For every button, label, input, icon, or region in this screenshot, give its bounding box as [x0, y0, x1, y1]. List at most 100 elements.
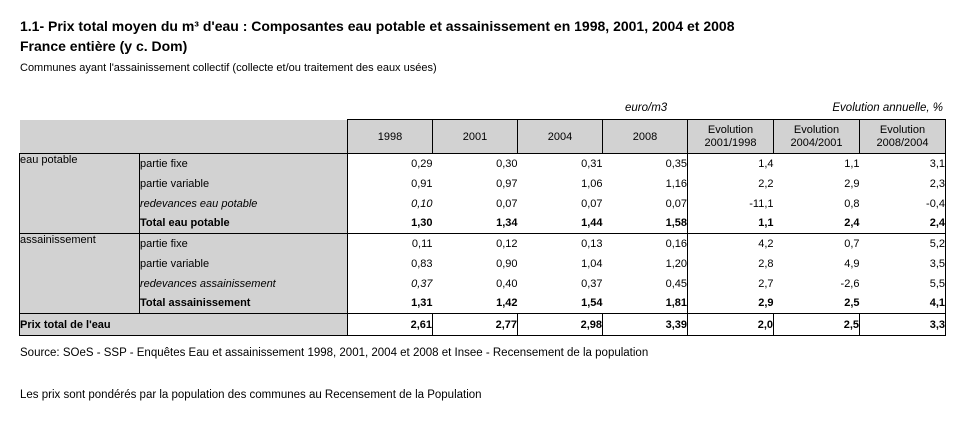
total-value-cell: 2,77	[432, 313, 518, 336]
corner-cell	[19, 119, 348, 154]
group-label-eau-potable: eau potable	[19, 153, 140, 234]
value-cell: 0,37	[581, 277, 603, 290]
evolution-header-line1: Evolution	[793, 123, 840, 136]
value-cell: 0,16	[602, 233, 688, 254]
evolution-header-line2: 2008/2004	[876, 136, 929, 149]
row-label: redevances assainissement	[139, 273, 348, 294]
evolution-header-line1: Evolution	[879, 123, 926, 136]
table-row-eau-potable-partie-variable: partie variable 0,91 0,97 1,06 1,16 2,2 …	[20, 173, 946, 194]
value-cell: 1,31	[347, 293, 433, 314]
value-cell: 0,30	[432, 153, 518, 174]
table-row-assainissement-partie-variable: partie variable 0,83 0,90 1,04 1,20 2,8 …	[20, 253, 946, 274]
value-cell: 0,91	[411, 177, 433, 190]
table-row-redevances-eau-potable: redevances eau potable 0,10 0,07 0,07 0,…	[20, 193, 946, 214]
group-label-assainissement: assainissement	[19, 233, 140, 314]
total-value-cell: 2,98	[517, 313, 603, 336]
col-header-2008: 2008	[602, 119, 688, 154]
value-cell: 0,12	[432, 233, 518, 254]
value-cell: 1,81	[602, 293, 688, 314]
value-cell: 1,16	[665, 177, 687, 190]
row-label: partie variable	[139, 253, 348, 274]
value-cell: 5,2	[859, 233, 946, 254]
table-row-total-assainissement: Total assainissement 1,31 1,42 1,54 1,81…	[20, 293, 946, 314]
row-label: partie variable	[139, 173, 348, 194]
row-label: Total assainissement	[139, 293, 348, 314]
total-value-cell: 3,39	[602, 313, 688, 336]
title-line-2: France entière (y c. Dom)	[20, 38, 188, 54]
value-cell: 2,8	[687, 253, 774, 274]
unit-label-euro-per-m3: euro/m3	[625, 102, 668, 114]
value-cell: 1,06	[581, 177, 603, 190]
value-cell: 2,4	[859, 213, 946, 234]
value-cell: 2,9	[844, 177, 860, 190]
value-cell: 1,1	[687, 213, 774, 234]
evolution-header-line1: Evolution	[707, 123, 754, 136]
total-value-cell: 2,0	[687, 313, 774, 336]
value-cell: 1,4	[687, 153, 774, 174]
value-cell: 0,90	[496, 257, 518, 270]
value-cell: 2,3	[859, 173, 946, 194]
value-cell: 0,37	[411, 277, 433, 290]
table-row-prix-total: Prix total de l'eau 2,61 2,77 2,98 3,39 …	[19, 313, 946, 336]
value-cell: 1,34	[432, 213, 518, 234]
col-header-2001: 2001	[432, 119, 518, 154]
evolution-header-line2: 2004/2001	[790, 136, 843, 149]
value-cell: 0,13	[517, 233, 603, 254]
value-cell: 1,54	[517, 293, 603, 314]
value-cell: 2,9	[687, 293, 774, 314]
value-cell: 2,2	[687, 173, 774, 194]
value-cell: 0,11	[347, 233, 433, 254]
value-cell: 0,8	[844, 197, 860, 210]
unit-label-evolution-annuelle: Evolution annuelle, %	[832, 102, 943, 114]
value-cell: 0,07	[665, 197, 687, 210]
col-header-evolution-2004-2001: Evolution 2004/2001	[773, 119, 860, 154]
value-cell: 0,29	[347, 153, 433, 174]
value-cell: 5,5	[859, 273, 946, 294]
value-cell: 1,1	[773, 153, 860, 174]
value-cell: 1,04	[581, 257, 603, 270]
value-cell: 1,44	[517, 213, 603, 234]
value-cell: 0,07	[496, 197, 518, 210]
value-cell: 0,40	[496, 277, 518, 290]
value-cell: 1,20	[665, 257, 687, 270]
value-cell: -0,4	[859, 193, 946, 214]
value-cell: 4,2	[687, 233, 774, 254]
col-header-2004: 2004	[517, 119, 603, 154]
source-line: Source: SOeS - SSP - Enquêtes Eau et ass…	[20, 347, 649, 359]
value-cell: 4,9	[844, 257, 860, 270]
value-cell: 2,5	[773, 293, 860, 314]
value-cell: 0,97	[496, 177, 518, 190]
total-row-label: Prix total de l'eau	[19, 313, 348, 336]
row-label: partie fixe	[139, 233, 348, 254]
value-cell: 0,07	[581, 197, 603, 210]
value-cell: -11,1	[687, 193, 774, 214]
value-cell: 1,42	[432, 293, 518, 314]
value-cell: 0,35	[602, 153, 688, 174]
total-value-cell: 2,61	[347, 313, 433, 336]
row-label: Total eau potable	[139, 213, 348, 234]
table-row-redevances-assainissement: redevances assainissement 0,37 0,40 0,37…	[20, 273, 946, 294]
value-cell: 2,7	[687, 273, 774, 294]
subtitle: Communes ayant l'assainissement collecti…	[20, 62, 437, 74]
units-row: euro/m3 Evolution annuelle, %	[19, 102, 944, 117]
value-cell: 2,4	[773, 213, 860, 234]
value-cell: 0,7	[773, 233, 860, 254]
table-row-assainissement-partie-fixe: assainissement partie fixe 0,11 0,12 0,1…	[19, 233, 946, 314]
col-header-evolution-2008-2004: Evolution 2008/2004	[859, 119, 946, 154]
table-header-row: 1998 2001 2004 2008 Evolution 2001/1998 …	[19, 119, 946, 154]
evolution-header-line2: 2001/1998	[704, 136, 757, 149]
table-row-eau-potable-partie-fixe: eau potable partie fixe 0,29 0,30 0,31 0…	[19, 153, 946, 234]
total-value-cell: 2,5	[773, 313, 860, 336]
value-cell: 0,31	[517, 153, 603, 174]
value-cell: 4,1	[859, 293, 946, 314]
title-line-1: 1.1- Prix total moyen du m³ d'eau : Comp…	[20, 18, 735, 34]
row-label: redevances eau potable	[139, 193, 348, 214]
water-price-table: 1998 2001 2004 2008 Evolution 2001/1998 …	[19, 119, 946, 336]
value-cell: 0,10	[411, 197, 433, 210]
total-value-cell: 3,3	[859, 313, 946, 336]
col-header-evolution-2001-1998: Evolution 2001/1998	[687, 119, 774, 154]
value-cell: -2,6	[840, 277, 860, 290]
value-cell: 1,30	[347, 213, 433, 234]
footnote: Les prix sont pondérés par la population…	[20, 389, 482, 401]
